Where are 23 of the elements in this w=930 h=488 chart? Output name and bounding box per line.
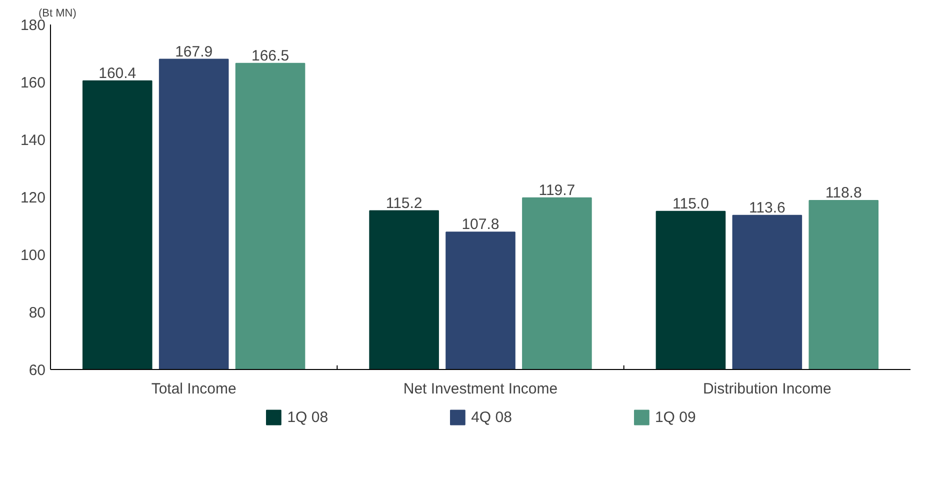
data-label: 166.5 [252, 47, 290, 64]
y-tick-label: 160 [20, 74, 46, 92]
legend-label: 1Q 09 [654, 408, 696, 426]
y-tick-label: 100 [20, 247, 46, 264]
data-label: 119.7 [538, 182, 576, 199]
y-tick-label: 180 [20, 17, 46, 34]
data-label: 115.0 [672, 195, 709, 212]
y-axis-title: (Bt MN) [38, 8, 76, 20]
x-tick-label: Net Investment Income [403, 380, 558, 398]
x-tick-label: Total Income [151, 380, 236, 398]
x-tick-label: Distribution Income [702, 380, 832, 398]
data-label: 113.6 [748, 199, 786, 216]
y-tick-label: 60 [28, 362, 46, 379]
data-label: 118.8 [825, 184, 862, 202]
data-label: 167.9 [175, 43, 213, 60]
legend-label: 4Q 08 [471, 408, 512, 426]
y-tick-label: 80 [28, 304, 46, 322]
data-label: 160.4 [98, 64, 136, 82]
data-label: 107.8 [462, 216, 500, 234]
y-tick-label: 120 [20, 190, 46, 206]
y-tick-label: 140 [20, 132, 46, 149]
data-label: 115.2 [386, 194, 422, 212]
legend-label: 1Q 08 [287, 408, 328, 426]
